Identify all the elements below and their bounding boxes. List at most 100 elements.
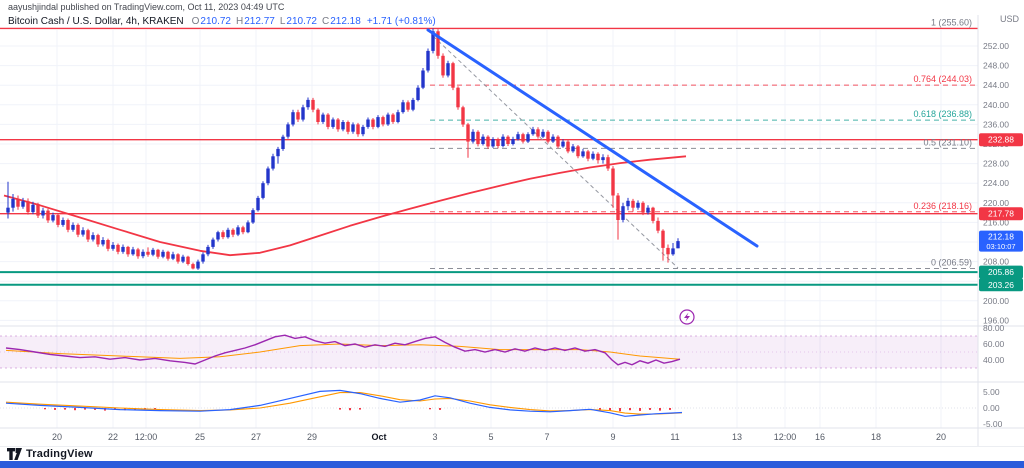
- candle: [546, 131, 550, 142]
- tradingview-logo-icon: [7, 448, 22, 460]
- candle: [176, 254, 180, 262]
- candle: [646, 207, 650, 213]
- svg-text:196.00: 196.00: [983, 315, 1009, 325]
- candle: [601, 157, 605, 161]
- ohlc-value: 210.72: [286, 16, 317, 27]
- svg-text:18: 18: [871, 432, 881, 442]
- candle: [91, 235, 95, 240]
- svg-text:11: 11: [670, 432, 679, 442]
- candle: [381, 117, 385, 125]
- fib-labels: 1 (255.60) 0.764 (244.03) 0.618 (236.88) 0.…: [913, 17, 972, 267]
- candle: [181, 256, 185, 262]
- candle: [566, 141, 570, 152]
- ohlc-value: 210.72: [200, 16, 231, 27]
- candle: [246, 222, 250, 233]
- candle: [561, 141, 565, 147]
- macd-lines: [5, 389, 683, 417]
- ohlc-label: O: [191, 16, 200, 27]
- svg-text:03:10:07: 03:10:07: [986, 242, 1015, 251]
- candle: [131, 249, 135, 255]
- candle: [61, 220, 65, 225]
- candle: [286, 124, 290, 137]
- candle: [531, 129, 535, 135]
- trendline: [426, 28, 759, 248]
- svg-text:200.00: 200.00: [983, 296, 1009, 306]
- svg-text:232.88: 232.88: [988, 135, 1014, 145]
- svg-text:252.00: 252.00: [983, 41, 1009, 51]
- candle: [426, 50, 430, 71]
- candle: [401, 102, 405, 113]
- candle: [596, 153, 600, 161]
- candle: [366, 119, 370, 127]
- candle: [656, 220, 660, 231]
- svg-text:20: 20: [52, 432, 62, 442]
- candle: [136, 249, 140, 257]
- candle: [226, 229, 230, 238]
- candle: [556, 136, 560, 147]
- candle: [271, 156, 275, 169]
- svg-text:80.00: 80.00: [983, 323, 1005, 333]
- candle: [36, 204, 40, 216]
- symbol-title: Bitcoin Cash / U.S. Dollar, 4h, KRAKEN: [8, 16, 184, 27]
- candle: [616, 195, 620, 220]
- svg-text:216.00: 216.00: [983, 217, 1009, 227]
- candle: [231, 229, 235, 235]
- candle: [106, 240, 110, 249]
- svg-text:217.78: 217.78: [988, 209, 1014, 219]
- candle: [46, 210, 50, 221]
- candle: [411, 99, 415, 110]
- candle: [276, 148, 280, 157]
- candle: [361, 126, 365, 135]
- candle: [126, 246, 130, 255]
- candle: [421, 70, 425, 88]
- svg-text:29: 29: [307, 432, 317, 442]
- candle: [586, 151, 590, 159]
- candle: [6, 207, 10, 213]
- candle: [441, 55, 445, 76]
- candle: [66, 220, 70, 230]
- candle: [576, 146, 580, 157]
- svg-text:5.00: 5.00: [983, 387, 1000, 397]
- candle: [666, 247, 670, 255]
- candle: [501, 136, 505, 146]
- candle: [16, 198, 20, 207]
- candle: [326, 114, 330, 127]
- footer: TradingView: [0, 446, 1024, 461]
- candle: [101, 240, 105, 245]
- candle: [76, 224, 80, 235]
- candle: [591, 153, 595, 159]
- candle: [376, 117, 380, 127]
- candle: [521, 134, 525, 142]
- svg-text:0.764 (244.03): 0.764 (244.03): [913, 74, 972, 84]
- candle: [111, 244, 115, 249]
- candle: [211, 239, 215, 247]
- candle: [241, 227, 245, 233]
- tradingview-logo[interactable]: TradingView: [7, 448, 93, 460]
- candle: [86, 230, 90, 240]
- svg-text:22: 22: [108, 432, 118, 442]
- svg-text:5: 5: [488, 432, 493, 442]
- candle: [491, 139, 495, 147]
- candle: [536, 129, 540, 137]
- svg-text:220.00: 220.00: [983, 198, 1009, 208]
- candle: [506, 136, 510, 144]
- svg-text:205.86: 205.86: [988, 267, 1014, 277]
- candle: [166, 251, 170, 259]
- svg-text:-5.00: -5.00: [983, 419, 1003, 429]
- svg-text:9: 9: [610, 432, 615, 442]
- candle: [156, 249, 160, 257]
- candle: [266, 168, 270, 184]
- svg-text:12:00: 12:00: [774, 432, 797, 442]
- time-axis: 20 22 12:00 25 27 29 Oct 3 5 7 9 11 13 12:00 16 18 20: [52, 432, 946, 442]
- svg-text:0 (206.59): 0 (206.59): [931, 258, 972, 268]
- price-scale-currency: USD: [1000, 14, 1020, 24]
- candle: [456, 87, 460, 108]
- svg-text:0.5 (231.10): 0.5 (231.10): [923, 137, 972, 147]
- svg-text:203.26: 203.26: [988, 280, 1014, 290]
- svg-text:236.00: 236.00: [983, 119, 1009, 129]
- ohlc-value: 212.18: [330, 16, 361, 27]
- candle: [676, 241, 680, 249]
- candle: [626, 200, 630, 207]
